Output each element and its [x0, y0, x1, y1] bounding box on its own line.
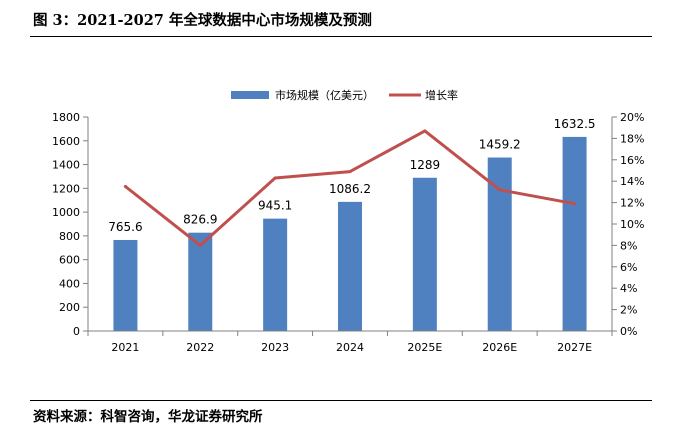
- growth-point-2023: [273, 176, 277, 180]
- x-axis-label-2023: 2023: [261, 341, 289, 354]
- bar-label-2027e: 1632.5: [554, 117, 596, 131]
- left-axis-tick-label: 1200: [52, 182, 80, 195]
- right-axis-tick-label: 8%: [620, 239, 637, 252]
- legend-line-label: 增长率: [425, 88, 458, 102]
- bar-label-2021: 765.6: [108, 220, 142, 234]
- right-axis-tick-label: 16%: [620, 154, 644, 167]
- x-axis-label-2021: 2021: [111, 341, 139, 354]
- right-axis-tick-label: 2%: [620, 304, 637, 317]
- bar-2026e: [487, 157, 512, 331]
- chart: 市场规模（亿美元） 增长率 0 200 400 600 800 1000 1200 1400 16…: [52, 88, 644, 354]
- right-axis-tick-label: 20%: [620, 111, 644, 124]
- bar-2021: [113, 239, 138, 331]
- right-axis-tick-label: 18%: [620, 132, 644, 145]
- growth-point-2021: [123, 185, 127, 189]
- bar-2022: [188, 232, 213, 331]
- x-axis-label-2025e: 2025E: [407, 341, 442, 354]
- left-axis-tick-label: 1800: [52, 111, 80, 124]
- legend: 市场规模（亿美元） 增长率: [231, 88, 458, 102]
- growth-point-2027e: [573, 202, 577, 206]
- right-axis-tick-label: 6%: [620, 261, 637, 274]
- growth-point-2026e: [498, 188, 502, 192]
- right-axis-tick-label: 0%: [620, 325, 637, 338]
- growth-point-2024: [348, 170, 352, 174]
- top-rule: [30, 36, 652, 37]
- bar-label-2024: 1086.2: [329, 182, 371, 196]
- bar-2025e: [412, 177, 437, 331]
- growth-point-2025e: [423, 129, 427, 133]
- left-axis-tick-label: 800: [59, 230, 80, 243]
- growth-line-series: [123, 129, 577, 247]
- bar-2024: [338, 201, 362, 331]
- x-axis: 2021 2022 2023 2024 2025E 2026E 2027E: [87, 330, 613, 354]
- right-axis-tick-label: 4%: [620, 282, 637, 295]
- x-axis-label-2024: 2024: [336, 341, 364, 354]
- left-axis: 0 200 400 600 800 1000 1200 1400 1600 1800: [52, 111, 89, 338]
- right-axis-tick-label: 12%: [620, 197, 644, 210]
- x-axis-label-2022: 2022: [186, 341, 214, 354]
- left-axis-tick-label: 1600: [52, 135, 80, 148]
- legend-bar-label: 市场规模（亿美元）: [275, 88, 374, 102]
- left-axis-tick-label: 200: [59, 301, 80, 314]
- right-axis-tick-label: 14%: [620, 175, 644, 188]
- left-axis-tick-label: 1000: [52, 206, 80, 219]
- left-axis-tick-label: 1400: [52, 159, 80, 172]
- bar-label-2022: 826.9: [183, 213, 217, 227]
- growth-point-2022: [198, 243, 202, 247]
- right-axis: 0% 2% 4% 6% 8% 10% 12% 14% 16% 18% 20%: [611, 111, 644, 338]
- left-axis-tick-label: 400: [59, 277, 80, 290]
- bar-label-2023: 945.1: [258, 199, 292, 213]
- bar-data-labels: 765.6 826.9 945.1 1086.2 1289 1459.2 1632.5: [108, 117, 595, 234]
- x-axis-label-2027e: 2027E: [557, 341, 592, 354]
- bottom-rule: [30, 400, 652, 401]
- bar-2027e: [562, 136, 587, 331]
- source-note: 资料来源：科智咨询，华龙证券研究所: [33, 409, 263, 425]
- right-axis-tick-label: 10%: [620, 218, 644, 231]
- left-axis-tick-label: 600: [59, 254, 80, 267]
- bar-2023: [263, 218, 288, 331]
- bar-series: [113, 136, 587, 331]
- legend-bar-swatch: [231, 91, 269, 99]
- x-axis-label-2026e: 2026E: [482, 341, 517, 354]
- left-axis-tick-label: 0: [73, 325, 80, 338]
- figure-title: 图 3：2021-2027 年全球数据中心市场规模及预测: [33, 12, 372, 29]
- bar-label-2026e: 1459.2: [479, 138, 521, 152]
- bar-label-2025e: 1289: [410, 158, 441, 172]
